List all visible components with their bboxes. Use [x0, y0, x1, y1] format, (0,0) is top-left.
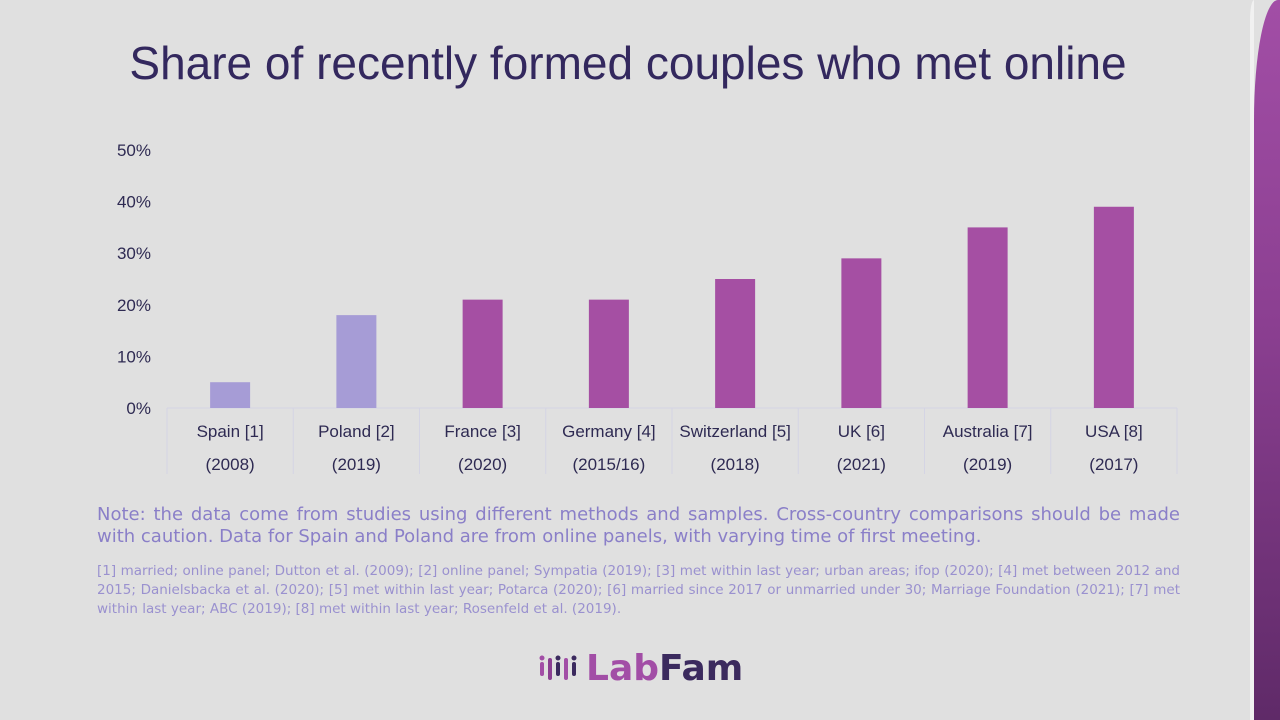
category-year-label: (2015/16) — [572, 455, 645, 474]
page-title: Share of recently formed couples who met… — [129, 37, 1127, 89]
bar — [841, 258, 882, 408]
y-tick-label: 40% — [117, 193, 151, 212]
y-tick-label: 0% — [126, 399, 151, 418]
references-text: [1] married; online panel; Dutton et al.… — [97, 563, 1180, 617]
category-year-label: (2017) — [1089, 455, 1138, 474]
category-year-label: (2008) — [206, 455, 255, 474]
y-tick-label: 50% — [117, 141, 151, 160]
category-year-label: (2018) — [711, 455, 760, 474]
labfam-logo-icon — [539, 655, 577, 680]
logo-text-lab: Lab — [586, 647, 660, 689]
logo-text-fam: Fam — [659, 647, 744, 689]
category-year-label: (2021) — [837, 455, 886, 474]
labfam-logo: Lab Fam — [538, 647, 744, 689]
category-label: USA [8] — [1085, 422, 1143, 441]
y-tick-label: 10% — [117, 347, 151, 366]
category-year-label: (2020) — [458, 455, 507, 474]
category-label: UK [6] — [838, 422, 885, 441]
y-tick-label: 20% — [117, 296, 151, 315]
note-text: Note: the data come from studies using d… — [97, 504, 1180, 547]
bar — [588, 299, 629, 408]
bar — [336, 315, 377, 408]
decorative-side-ribbon — [1250, 0, 1280, 720]
bar — [1093, 206, 1134, 408]
bar — [462, 299, 503, 408]
category-label: Germany [4] — [562, 422, 656, 441]
category-label: Poland [2] — [318, 422, 395, 441]
category-label: Spain [1] — [197, 422, 264, 441]
y-tick-label: 30% — [117, 244, 151, 263]
category-year-label: (2019) — [963, 455, 1012, 474]
category-label: Switzerland [5] — [679, 422, 791, 441]
category-label: France [3] — [444, 422, 521, 441]
bar — [210, 382, 251, 408]
bar — [715, 279, 756, 408]
category-year-label: (2019) — [332, 455, 381, 474]
bar-chart: 0% 10% 20% 30% 40% 50% Spain [1] (2008) Poland [… — [117, 141, 1178, 474]
bar — [967, 227, 1008, 408]
category-label: Australia [7] — [943, 422, 1033, 441]
